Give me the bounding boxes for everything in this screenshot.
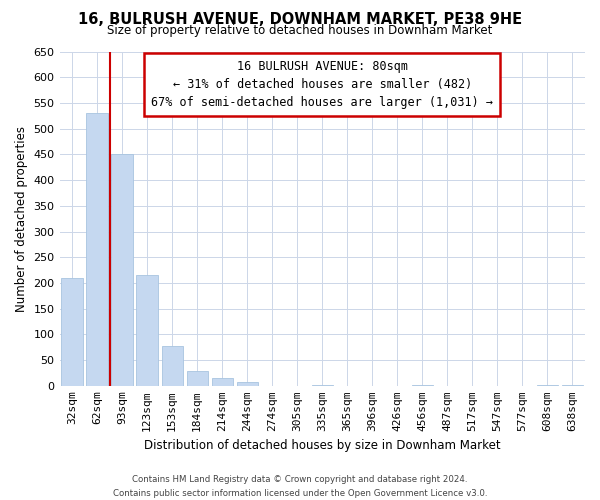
Bar xyxy=(311,385,333,386)
Bar xyxy=(112,154,133,386)
Text: 16, BULRUSH AVENUE, DOWNHAM MARKET, PE38 9HE: 16, BULRUSH AVENUE, DOWNHAM MARKET, PE38… xyxy=(78,12,522,28)
Bar xyxy=(86,113,108,386)
Bar xyxy=(61,278,83,386)
Y-axis label: Number of detached properties: Number of detached properties xyxy=(15,126,28,312)
Bar xyxy=(212,378,233,386)
Bar xyxy=(136,275,158,386)
X-axis label: Distribution of detached houses by size in Downham Market: Distribution of detached houses by size … xyxy=(144,440,500,452)
Text: Size of property relative to detached houses in Downham Market: Size of property relative to detached ho… xyxy=(107,24,493,37)
Text: Contains HM Land Registry data © Crown copyright and database right 2024.
Contai: Contains HM Land Registry data © Crown c… xyxy=(113,476,487,498)
Bar xyxy=(187,372,208,386)
Bar xyxy=(236,382,258,386)
Text: 16 BULRUSH AVENUE: 80sqm
← 31% of detached houses are smaller (482)
67% of semi-: 16 BULRUSH AVENUE: 80sqm ← 31% of detach… xyxy=(151,60,493,109)
Bar xyxy=(161,346,183,386)
